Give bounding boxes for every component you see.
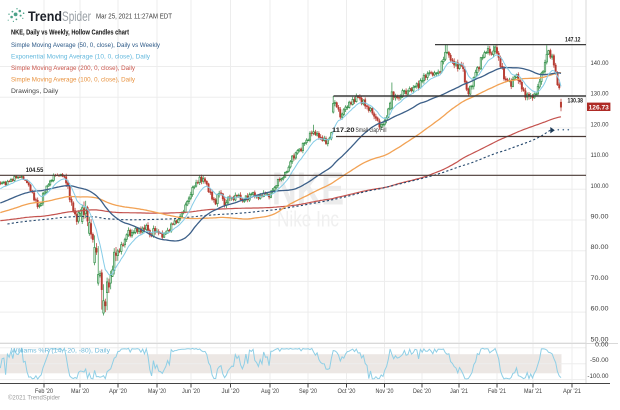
svg-text:-100.00: -100.00 — [587, 373, 608, 380]
svg-text:Mar 25, 2021 11:27AM EDT: Mar 25, 2021 11:27AM EDT — [96, 12, 172, 21]
svg-text:140.00: 140.00 — [591, 60, 609, 67]
svg-text:Jan '21: Jan '21 — [450, 388, 468, 395]
svg-text:70.00: 70.00 — [591, 275, 609, 282]
svg-text:147.12: 147.12 — [565, 37, 581, 44]
svg-text:130.38: 130.38 — [568, 98, 584, 105]
svg-text:Small Gap Fill: Small Gap Fill — [356, 127, 387, 134]
svg-text:Nov '20: Nov '20 — [376, 388, 394, 395]
svg-text:117.20: 117.20 — [332, 127, 355, 134]
svg-text:Mar '21: Mar '21 — [524, 388, 542, 395]
svg-text:126.73: 126.73 — [589, 104, 610, 111]
svg-text:110.00: 110.00 — [591, 152, 609, 159]
svg-text:100.00: 100.00 — [591, 183, 609, 190]
svg-text:Williams %R (14, -20, -80), Da: Williams %R (14, -20, -80), Daily — [11, 348, 111, 355]
svg-text:90.00: 90.00 — [591, 214, 609, 221]
svg-text:Simple Moving Average (200, 0,: Simple Moving Average (200, 0, close), D… — [11, 65, 136, 72]
svg-text:Apr '21: Apr '21 — [563, 388, 581, 395]
svg-text:NKE, Daily vs Weekly, Hollow C: NKE, Daily vs Weekly, Hollow Candles cha… — [11, 30, 130, 37]
svg-text:50.00: 50.00 — [591, 336, 609, 343]
svg-text:Feb '20: Feb '20 — [35, 388, 53, 395]
svg-text:80.00: 80.00 — [591, 244, 609, 251]
svg-text:Dec '20: Dec '20 — [413, 388, 431, 395]
svg-text:Spider: Spider — [62, 9, 91, 24]
svg-text:Oct '20: Oct '20 — [338, 388, 356, 395]
svg-text:Jul '20: Jul '20 — [222, 388, 240, 395]
svg-text:Sep '20: Sep '20 — [299, 388, 317, 395]
svg-text:-50.00: -50.00 — [590, 357, 609, 364]
svg-text:60.00: 60.00 — [591, 306, 609, 313]
svg-text:Exponential Moving Average (10: Exponential Moving Average (10, 0, close… — [11, 54, 151, 61]
svg-text:Apr '20: Apr '20 — [109, 388, 127, 395]
svg-text:Jun '20: Jun '20 — [182, 388, 200, 395]
svg-text:Nike Inc: Nike Inc — [277, 207, 339, 232]
svg-text:Simple Moving Average (100, 0,: Simple Moving Average (100, 0, close), D… — [11, 77, 136, 84]
svg-text:Aug '20: Aug '20 — [261, 388, 279, 395]
svg-text:0.00: 0.00 — [595, 341, 609, 348]
svg-text:Simple Moving Average (50, 0,: Simple Moving Average (50, 0, close), Da… — [11, 42, 161, 49]
svg-text:120.00: 120.00 — [591, 121, 609, 128]
svg-text:May '20: May '20 — [148, 388, 166, 395]
svg-text:130.00: 130.00 — [591, 91, 609, 98]
svg-text:104.55: 104.55 — [26, 167, 44, 174]
svg-text:Mar '20: Mar '20 — [71, 388, 89, 395]
svg-text:©2021 TrendSpider: ©2021 TrendSpider — [8, 395, 60, 402]
svg-text:Drawings, Daily: Drawings, Daily — [11, 88, 59, 95]
svg-text:Feb '21: Feb '21 — [488, 388, 506, 395]
svg-text:Trend: Trend — [28, 9, 62, 24]
